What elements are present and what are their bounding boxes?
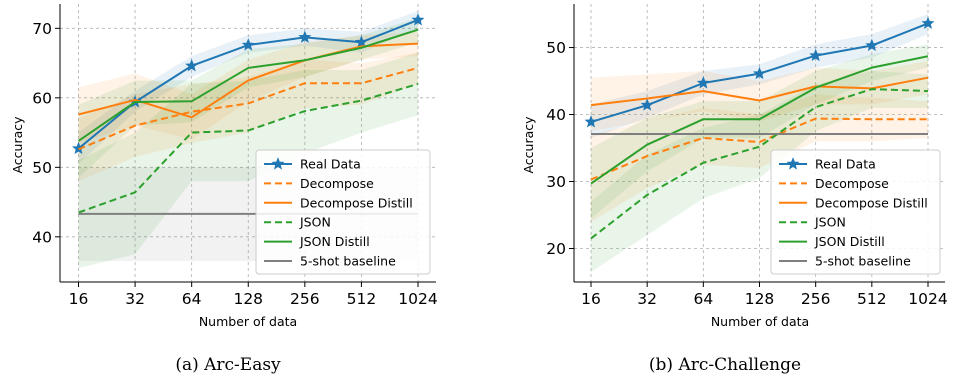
arc-challenge-xlabel: Number of data	[711, 314, 809, 329]
arc-challenge-band-json	[591, 70, 928, 272]
arc-easy-xlabel: Number of data	[199, 314, 297, 329]
arc-challenge-xtick-label-16: 16	[581, 290, 601, 308]
arc-easy-ytick-label-40: 40	[32, 228, 52, 246]
arc-challenge-ylabel: Accuracy	[521, 116, 536, 174]
arc-easy-panel: Accuracy Number of data (a) Arc-Easy 16 3…	[10, 4, 438, 375]
arc-challenge-line-json-distill	[590, 55, 929, 185]
arc-easy-point-real-data-512	[354, 35, 368, 48]
arc-challenge-line-decompose	[590, 117, 928, 181]
arc-easy-ytick-label-70: 70	[32, 20, 52, 38]
arc-challenge-line-json	[590, 88, 929, 240]
arc-challenge-point-real-data-16	[584, 115, 598, 128]
arc-easy-xtick-label-64: 64	[182, 290, 202, 308]
arc-easy-xtick-label-16: 16	[69, 290, 89, 308]
arc-challenge-point-real-data-32	[640, 98, 654, 111]
arc-easy-ylabel: Accuracy	[10, 116, 25, 174]
arc-easy-band-decompose	[78, 52, 418, 182]
arc-challenge-point-real-data-64	[696, 76, 710, 89]
arc-easy-ytick-label-60: 60	[32, 89, 52, 107]
arc-challenge-ytick-label-20: 20	[546, 240, 566, 258]
arc-easy-legend-box	[255, 149, 431, 275]
arc-challenge-legend-box	[770, 149, 941, 275]
arc-easy-point-real-data-128	[241, 38, 255, 51]
arc-easy-line-decompose-distill	[78, 42, 419, 119]
arc-challenge-legend-label-decompose-distill: Decompose Distill	[815, 195, 928, 210]
arc-easy-ytick-label-50: 50	[32, 159, 52, 177]
arc-easy-legend-marker-real-data	[271, 157, 285, 170]
arc-easy-line-decompose	[78, 66, 419, 151]
arc-easy-band-json-distill	[78, 17, 418, 178]
arc-challenge-point-real-data-1024	[921, 16, 935, 29]
arc-challenge-point-real-data-128	[753, 66, 766, 80]
arc-challenge-xtick-label-128: 128	[745, 290, 775, 308]
arc-easy-line-json	[78, 82, 419, 214]
arc-challenge-xtick-label-1024: 1024	[908, 290, 947, 308]
arc-easy-legend-label-5-shot-baseline: 5-shot baseline	[300, 254, 396, 269]
arc-challenge-xtick-label-64: 64	[693, 290, 713, 308]
arc-challenge-panel: Accuracy Number of data (b) Arc-Challeng…	[521, 4, 948, 375]
arc-easy-band-decompose-distill	[78, 31, 418, 143]
arc-challenge-legend-label-real-data: Real Data	[815, 157, 876, 172]
arc-easy-point-real-data-64	[185, 59, 199, 72]
arc-easy-legend-label-json: JSON	[299, 215, 331, 230]
arc-challenge-xtick-label-256: 256	[801, 290, 831, 308]
arc-challenge-legend-label-5-shot-baseline: 5-shot baseline	[815, 254, 911, 269]
arc-challenge-band-decompose	[591, 94, 928, 222]
arc-easy-xtick-label-256: 256	[290, 290, 320, 308]
arc-easy-legend-label-json-distill: JSON Distill	[299, 234, 370, 249]
arc-challenge-xtick-label-512: 512	[857, 290, 887, 308]
arc-challenge-point-real-data-512	[865, 38, 879, 52]
arc-challenge-legend-marker-real-data	[786, 157, 800, 170]
arc-challenge-point-real-data-256	[809, 48, 823, 62]
arc-easy-xtick-label-1024: 1024	[398, 290, 437, 308]
arc-easy-caption: (a) Arc-Easy	[175, 355, 281, 375]
arc-challenge-legend-label-json: JSON	[814, 215, 846, 230]
arc-easy-xtick-label-32: 32	[125, 290, 145, 308]
arc-challenge-legend-label-decompose: Decompose	[815, 176, 889, 191]
arc-easy-xtick-label-512: 512	[347, 290, 377, 308]
arc-challenge-legend-label-json-distill: JSON Distill	[814, 234, 885, 249]
arc-easy-point-real-data-1024	[411, 13, 425, 26]
arc-easy-xtick-label-128: 128	[233, 290, 263, 308]
arc-easy-legend-label-decompose: Decompose	[300, 176, 374, 191]
arc-challenge-caption: (b) Arc-Challenge	[649, 355, 801, 375]
arc-easy-line-json-distill	[77, 28, 419, 142]
arc-challenge-ytick-label-40: 40	[546, 106, 566, 124]
arc-easy-point-real-data-256	[298, 30, 312, 43]
arc-challenge-ytick-label-50: 50	[546, 39, 566, 57]
arc-easy-legend-label-decompose-distill: Decompose Distill	[300, 195, 413, 210]
arc-challenge-ytick-label-30: 30	[546, 173, 566, 191]
arc-challenge-xtick-label-32: 32	[637, 290, 657, 308]
arc-easy-legend-label-real-data: Real Data	[300, 157, 361, 172]
